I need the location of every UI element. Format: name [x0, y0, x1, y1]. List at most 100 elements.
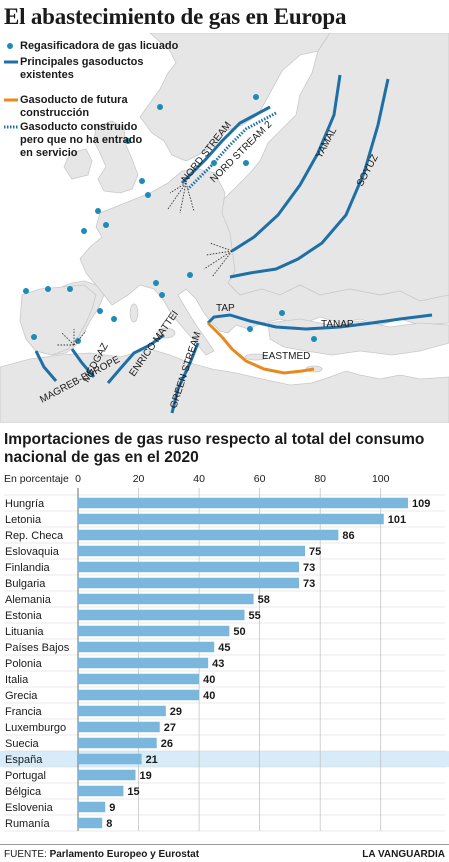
- scandinavia-landmass: [139, 33, 331, 162]
- category-label: Hungría: [5, 498, 45, 510]
- legend-existentes: Principales gasoductos existentes: [20, 56, 144, 81]
- bar: [78, 785, 124, 797]
- bar: [78, 801, 106, 813]
- page-title: El abastecimiento de gas en Europa: [4, 4, 347, 29]
- category-label: Alemania: [5, 594, 52, 606]
- source-note: FUENTE: Parlamento Europeo y Eurostat: [4, 849, 199, 860]
- data-label: 21: [146, 754, 158, 766]
- legend-dot: [7, 43, 13, 49]
- continent-landmass: [23, 168, 449, 356]
- data-label: 26: [161, 738, 173, 750]
- lng-dot: [31, 334, 37, 340]
- nord-stream-pipeline: [180, 105, 271, 185]
- data-label: 58: [258, 594, 270, 606]
- africa-landmass: [0, 348, 449, 423]
- bar: [78, 513, 384, 525]
- category-label: Finlandia: [5, 562, 51, 574]
- category-label: Grecia: [5, 690, 38, 702]
- lng-dot: [243, 160, 249, 166]
- legend-regasificadora: Regasificadora de gas licuado: [20, 40, 179, 52]
- lng-dot: [159, 292, 165, 298]
- highlight-row: [0, 751, 449, 767]
- data-label: 86: [342, 530, 354, 542]
- x-tick-label: 80: [314, 473, 326, 485]
- data-label: 40: [203, 690, 215, 702]
- data-label: 75: [309, 546, 321, 558]
- source-text: Parlamento Europeo y Eurostat: [49, 849, 200, 860]
- enrico-mattei-pipeline: [106, 333, 165, 384]
- category-label: Eslovaquia: [5, 546, 60, 558]
- bar: [78, 737, 157, 749]
- uk-landmass: [93, 120, 139, 194]
- lng-dot: [253, 94, 259, 100]
- green-stream-pipeline: [170, 342, 200, 414]
- data-label: 50: [233, 626, 245, 638]
- map-label-tap: TAP: [216, 303, 235, 314]
- category-label: Eslovenia: [5, 802, 54, 814]
- x-tick-label: 0: [75, 473, 81, 485]
- distribution-arrows: [56, 182, 233, 346]
- bar: [78, 593, 254, 605]
- iberia-landmass: [19, 284, 97, 356]
- category-label: Polonia: [5, 658, 43, 670]
- category-label: Luxemburgo: [5, 722, 66, 734]
- bar: [78, 721, 160, 733]
- lng-dot: [153, 280, 159, 286]
- category-label: España: [5, 754, 43, 766]
- bar: [78, 577, 299, 589]
- data-label: 27: [164, 722, 176, 734]
- yamal-pipeline: [231, 74, 342, 253]
- axis-unit-label: En porcentaje: [4, 473, 69, 485]
- data-label: 19: [140, 770, 152, 782]
- data-label: 109: [412, 498, 430, 510]
- category-label: Italia: [5, 674, 29, 686]
- bar: [78, 705, 166, 717]
- data-label: 15: [127, 786, 139, 798]
- tanap-pipeline: [206, 313, 433, 331]
- data-label: 40: [203, 674, 215, 686]
- nord-stream-2-pipeline: [186, 111, 277, 191]
- lng-dot: [279, 310, 285, 316]
- lng-dot: [95, 208, 101, 214]
- data-label: 73: [303, 578, 315, 590]
- bar: [78, 817, 103, 829]
- lng-dot: [23, 288, 29, 294]
- medgaz-pipeline: [70, 348, 96, 378]
- data-label: 29: [170, 706, 182, 718]
- lng-dot: [145, 192, 151, 198]
- category-label: Países Bajos: [5, 642, 70, 654]
- bar: [78, 545, 306, 557]
- data-label: 8: [106, 818, 112, 830]
- lng-dot: [103, 222, 109, 228]
- bar: [78, 497, 408, 509]
- x-tick-label: 100: [372, 473, 390, 485]
- bar: [78, 673, 200, 685]
- category-label: Letonia: [5, 514, 42, 526]
- category-label: Lituania: [5, 626, 44, 638]
- lng-terminals: [23, 94, 317, 344]
- bar: [78, 561, 299, 573]
- ireland-landmass: [63, 148, 93, 180]
- bar: [78, 689, 200, 701]
- lng-dot: [187, 272, 193, 278]
- lng-dot: [247, 326, 253, 332]
- chart-title: Importaciones de gas ruso respecto al to…: [4, 431, 425, 466]
- category-label: Rep. Checa: [5, 530, 64, 542]
- lng-dot: [157, 104, 163, 110]
- crete-island: [244, 353, 268, 361]
- data-label: 73: [303, 562, 315, 574]
- data-label: 55: [249, 610, 261, 622]
- map-label-tanap: TANAP: [321, 319, 354, 330]
- sardinia-island: [129, 303, 139, 323]
- x-tick-label: 20: [133, 473, 145, 485]
- bar: [78, 753, 142, 765]
- source-label: FUENTE:: [4, 849, 47, 860]
- data-label: 43: [212, 658, 224, 670]
- bar: [78, 769, 136, 781]
- bar: [78, 657, 209, 669]
- lng-dot: [81, 228, 87, 234]
- category-label: Suecia: [5, 738, 40, 750]
- footer-divider: [0, 844, 449, 845]
- x-tick-label: 40: [193, 473, 205, 485]
- lng-dot: [139, 178, 145, 184]
